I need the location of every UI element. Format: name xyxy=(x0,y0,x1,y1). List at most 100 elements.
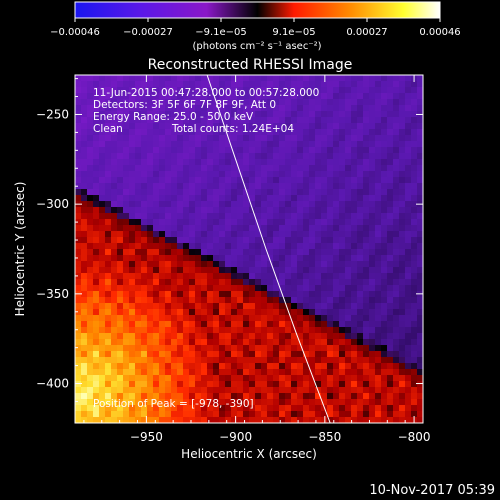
heatmap-cell xyxy=(315,285,322,292)
heatmap-cell xyxy=(387,393,394,400)
heatmap-cell xyxy=(255,129,262,136)
heatmap-cell xyxy=(189,393,196,400)
heatmap-cell xyxy=(345,309,352,316)
heatmap-cell xyxy=(315,165,322,172)
heatmap-cell xyxy=(369,339,376,346)
heatmap-cell xyxy=(177,411,184,418)
heatmap-cell xyxy=(303,321,310,328)
heatmap-cell xyxy=(111,411,118,418)
colorbar-tick-label: 0.00046 xyxy=(419,27,460,38)
heatmap-cell xyxy=(411,105,418,112)
heatmap-cell xyxy=(417,135,423,142)
heatmap-cell xyxy=(285,195,292,202)
heatmap-cell xyxy=(195,87,202,94)
heatmap-cell xyxy=(93,123,100,130)
heatmap-cell xyxy=(159,273,166,280)
heatmap-cell xyxy=(183,393,190,400)
heatmap-cell xyxy=(195,99,202,106)
heatmap-cell xyxy=(165,207,172,214)
heatmap-cell xyxy=(129,81,136,88)
heatmap-cell xyxy=(243,207,250,214)
heatmap-cell xyxy=(135,129,142,136)
heatmap-cell xyxy=(405,399,412,406)
heatmap-cell xyxy=(213,201,220,208)
heatmap-cell xyxy=(285,339,292,346)
heatmap-cell xyxy=(105,141,112,148)
heatmap-cell xyxy=(81,381,88,388)
heatmap-cell xyxy=(267,405,274,412)
heatmap-cell xyxy=(123,351,130,358)
heatmap-cell xyxy=(321,87,328,94)
heatmap-cell xyxy=(225,291,232,298)
heatmap-cell xyxy=(387,381,394,388)
heatmap-cell xyxy=(219,261,226,268)
heatmap-cell xyxy=(105,153,112,160)
heatmap-cell xyxy=(309,399,316,406)
heatmap-cell xyxy=(333,417,340,423)
heatmap-cell xyxy=(381,387,388,394)
heatmap-cell xyxy=(87,375,94,382)
heatmap-cell xyxy=(309,189,316,196)
heatmap-cell xyxy=(117,141,124,148)
heatmap-cell xyxy=(291,393,298,400)
heatmap-cell xyxy=(75,261,82,268)
heatmap-cell xyxy=(249,327,256,334)
heatmap-cell xyxy=(195,369,202,376)
heatmap-cell xyxy=(201,123,208,130)
heatmap-cell xyxy=(303,405,310,412)
heatmap-cell xyxy=(129,411,136,418)
heatmap-cell xyxy=(351,267,358,274)
heatmap-cell xyxy=(333,387,340,394)
heatmap-cell xyxy=(81,303,88,310)
heatmap-cell xyxy=(273,255,280,262)
heatmap-cell xyxy=(75,237,82,244)
heatmap-cell xyxy=(99,345,106,352)
heatmap-cell xyxy=(117,255,124,262)
heatmap-cell xyxy=(117,219,124,226)
heatmap-cell xyxy=(219,309,226,316)
heatmap-cell xyxy=(309,93,316,100)
heatmap-cell xyxy=(153,153,160,160)
heatmap-cell xyxy=(291,273,298,280)
heatmap-cell xyxy=(201,411,208,418)
heatmap-cell xyxy=(273,405,280,412)
heatmap-cell xyxy=(369,111,376,118)
heatmap-cell xyxy=(303,387,310,394)
heatmap-cell xyxy=(87,273,94,280)
heatmap-cell xyxy=(183,147,190,154)
heatmap-cell xyxy=(159,285,166,292)
heatmap-cell xyxy=(135,231,142,238)
heatmap-cell xyxy=(153,279,160,286)
heatmap-cell xyxy=(321,177,328,184)
heatmap-cell xyxy=(381,369,388,376)
heatmap-cell xyxy=(231,207,238,214)
heatmap-cell xyxy=(105,183,112,190)
heatmap-cell xyxy=(99,261,106,268)
heatmap-cell xyxy=(243,411,250,418)
heatmap-cell xyxy=(255,309,262,316)
heatmap-cell xyxy=(159,417,166,423)
heatmap-cell xyxy=(231,249,238,256)
heatmap-cell xyxy=(381,249,388,256)
heatmap-cell xyxy=(183,117,190,124)
heatmap-cell xyxy=(327,345,334,352)
heatmap-cell xyxy=(261,315,268,322)
heatmap-cell xyxy=(87,219,94,226)
heatmap-cell xyxy=(243,405,250,412)
heatmap-cell xyxy=(195,171,202,178)
heatmap-cell xyxy=(195,189,202,196)
heatmap-cell xyxy=(321,411,328,418)
heatmap-cell xyxy=(321,261,328,268)
heatmap-cell xyxy=(207,357,214,364)
heatmap-cell xyxy=(345,231,352,238)
heatmap-cell xyxy=(219,213,226,220)
heatmap-cell xyxy=(213,351,220,358)
heatmap-cell xyxy=(219,417,226,423)
heatmap-cell xyxy=(207,255,214,262)
heatmap-cell xyxy=(339,243,346,250)
heatmap-cell xyxy=(303,87,310,94)
heatmap-cell xyxy=(327,219,334,226)
heatmap-cell xyxy=(405,219,412,226)
heatmap-cell xyxy=(231,273,238,280)
heatmap-cell xyxy=(231,267,238,274)
